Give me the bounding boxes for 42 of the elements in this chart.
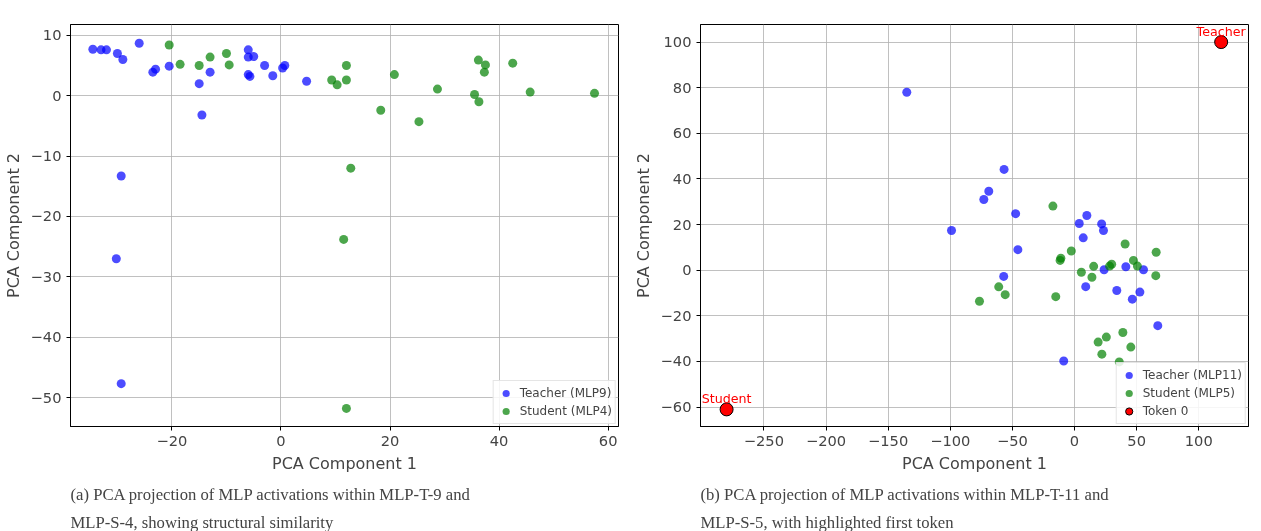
y-tick-label: 20 — [672, 215, 692, 233]
y-tick-label: −50 — [30, 388, 62, 406]
x-tick-label: −200 — [805, 431, 847, 449]
legend-label: Teacher (MLP11) — [1142, 367, 1242, 384]
y-tick-label: −20 — [660, 306, 692, 324]
y-tick-label: 10 — [42, 26, 62, 44]
x-tick-label: −250 — [743, 431, 785, 449]
legend-label: Student (MLP4) — [519, 403, 612, 420]
text: (b) PCA projection of MLP activations within MLP-T-11 and MLP-S-5, with highlighted first token — [700, 484, 1110, 531]
x-tick-label: 40 — [489, 431, 509, 449]
y-axis-title: PCA Component 2 — [3, 152, 23, 298]
y-tick-label: 40 — [672, 169, 692, 187]
x-axis-title: PCA Component 1 — [272, 453, 418, 473]
x-tick-label: −20 — [156, 431, 188, 449]
x-tick-label: −150 — [868, 431, 909, 449]
x-tick-label: 0 — [1069, 431, 1080, 449]
y-tick-label: 60 — [672, 124, 692, 142]
x-tick-label: −50 — [996, 431, 1028, 449]
y-tick-label: 0 — [52, 86, 62, 104]
y-tick-label: −10 — [30, 147, 62, 165]
legend-label: Teacher (MLP9) — [519, 385, 612, 402]
legend-label: Token 0 — [1142, 403, 1189, 420]
y-tick-label: −20 — [30, 207, 62, 225]
y-tick-label: −40 — [30, 328, 62, 346]
y-tick-label: −60 — [660, 398, 692, 416]
x-axis-title: PCA Component 1 — [902, 453, 1048, 473]
y-tick-label: 100 — [663, 33, 692, 51]
x-tick-label: 60 — [598, 431, 618, 449]
y-tick-label: 80 — [672, 78, 692, 96]
legend-label: Student (MLP5) — [1142, 385, 1236, 402]
x-tick-label: −100 — [930, 431, 971, 449]
text: (a) PCA projection of MLP activations within MLP-T-9 and MLP-S-4, showing structural similarity — [70, 484, 471, 531]
y-tick-label: 0 — [682, 261, 692, 279]
annotation: Student — [701, 391, 752, 407]
x-tick-label: 20 — [380, 431, 400, 449]
x-tick-label: 50 — [1127, 431, 1146, 449]
y-tick-label: −30 — [30, 267, 62, 285]
y-axis-title: PCA Component 2 — [633, 152, 653, 298]
x-tick-label: 100 — [1184, 431, 1213, 449]
annotation: Teacher — [1195, 24, 1247, 40]
x-tick-label: 0 — [276, 431, 286, 449]
y-tick-label: −40 — [660, 352, 692, 370]
